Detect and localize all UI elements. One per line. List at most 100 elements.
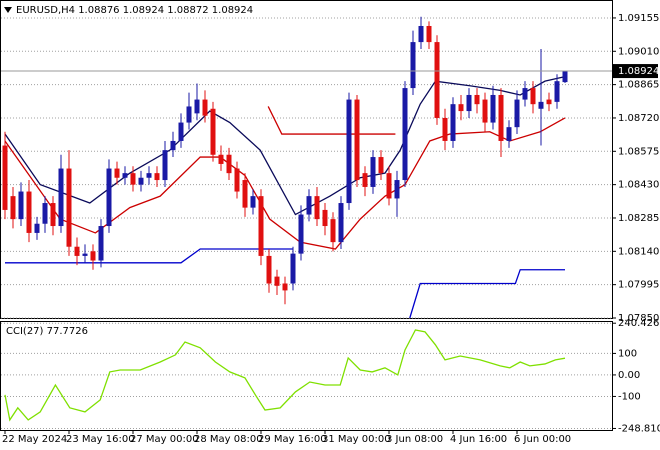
candle-body: [114, 168, 120, 178]
candle-body: [546, 99, 552, 105]
indicator-line: [409, 269, 565, 319]
candle-body: [410, 42, 416, 89]
candle-body: [346, 99, 352, 204]
menu-triangle[interactable]: [4, 7, 12, 13]
candle-body: [378, 157, 384, 174]
candle-body: [458, 104, 464, 112]
candle-body: [154, 173, 160, 181]
candle-body: [562, 71, 568, 83]
candle-body: [194, 99, 200, 114]
y-tick-label: 1.07995: [618, 280, 659, 291]
candle-body: [90, 251, 96, 261]
candle-body: [498, 94, 504, 141]
candle-body: [10, 196, 16, 220]
indicator-line: [267, 106, 396, 135]
x-tick-label: 4 Jun 16:00: [450, 434, 507, 445]
candle-body: [418, 25, 424, 43]
candle-body: [18, 191, 24, 220]
indicator-line: [4, 75, 566, 216]
x-tick-label: 23 May 16:00: [66, 434, 135, 445]
candle-body: [258, 196, 264, 256]
candle-body: [538, 101, 544, 109]
candle-body: [434, 42, 440, 118]
candle-body: [274, 276, 280, 286]
candle-body: [522, 88, 528, 100]
candle-body: [178, 122, 184, 141]
candle-body: [362, 173, 368, 187]
y-tick-label: 1.08140: [618, 246, 659, 257]
candle-body: [282, 283, 288, 291]
candle-body: [186, 106, 192, 123]
candle-body: [474, 94, 480, 105]
candle-body: [122, 173, 128, 178]
y-tick-label: 1.08720: [618, 113, 659, 124]
candle-body: [322, 209, 328, 227]
candle-body: [162, 150, 168, 181]
y-tick-label: 1.08285: [618, 213, 659, 224]
last-price-box: [612, 64, 658, 79]
x-tick-label: 29 May 16:00: [258, 434, 327, 445]
y-tick-label: 1.09155: [618, 13, 659, 24]
candle-body: [426, 25, 432, 43]
candle-body: [234, 168, 240, 192]
cci-frame: [0, 321, 613, 431]
candle-body: [42, 203, 48, 224]
x-tick-label: 28 May 08:00: [194, 434, 263, 445]
candle-body: [442, 117, 448, 141]
x-tick-label: 6 Jun 00:00: [514, 434, 571, 445]
candle-body: [290, 253, 296, 284]
x-tick-label: 31 May 00:00: [322, 434, 391, 445]
last-price-label: 1.08924: [618, 66, 659, 77]
indicator-line: [4, 117, 566, 250]
candle-body: [370, 157, 376, 187]
y-tick-label: 0.00: [618, 370, 640, 381]
candle-body: [146, 173, 152, 178]
y-tick-label: 100: [618, 348, 637, 359]
candle-body: [530, 88, 536, 105]
candle-body: [50, 203, 56, 227]
candle-body: [66, 168, 72, 247]
y-tick-label: 1.08865: [618, 80, 659, 91]
x-tick-label: 22 May 2024: [2, 434, 67, 445]
candle-body: [450, 104, 456, 141]
candle-body: [266, 255, 272, 284]
candle-body: [26, 191, 32, 233]
candle-body: [394, 180, 400, 199]
y-tick-label: 240.4268: [618, 318, 660, 329]
candle-body: [402, 88, 408, 181]
main-frame: [0, 0, 613, 319]
candle-body: [482, 99, 488, 123]
candle-body: [226, 154, 232, 174]
y-tick-label: -100: [618, 391, 641, 402]
chart-title: EURUSD,H4 1.08876 1.08924 1.08872 1.0892…: [16, 5, 253, 16]
candle-body: [98, 226, 104, 261]
candle-body: [58, 168, 64, 227]
candle-body: [514, 99, 520, 128]
candle-body: [490, 94, 496, 123]
candle-body: [74, 246, 80, 256]
candle-body: [466, 94, 472, 112]
candle-body: [2, 145, 8, 210]
candle-body: [506, 127, 512, 141]
candle-body: [130, 173, 136, 185]
candle-body: [250, 196, 256, 208]
candle-body: [554, 81, 560, 102]
cci-line: [4, 329, 566, 422]
cci-title: CCI(27) 77.7726: [6, 326, 88, 337]
candle-body: [354, 99, 360, 181]
candle-body: [306, 196, 312, 215]
candle-body: [210, 108, 216, 155]
candle-body: [386, 173, 392, 199]
candle-body: [338, 203, 344, 243]
candle-body: [82, 253, 88, 256]
y-tick-label: 1.08430: [618, 180, 659, 191]
y-tick-label: 1.09010: [618, 46, 659, 57]
candle-body: [298, 214, 304, 254]
candle-body: [202, 99, 208, 116]
candle-body: [330, 219, 336, 243]
candle-body: [138, 177, 144, 185]
candle-body: [106, 168, 112, 227]
x-tick-label: 27 May 00:00: [130, 434, 199, 445]
y-tick-label: 1.07850: [618, 313, 659, 324]
y-tick-label: -248.8102: [618, 423, 660, 434]
